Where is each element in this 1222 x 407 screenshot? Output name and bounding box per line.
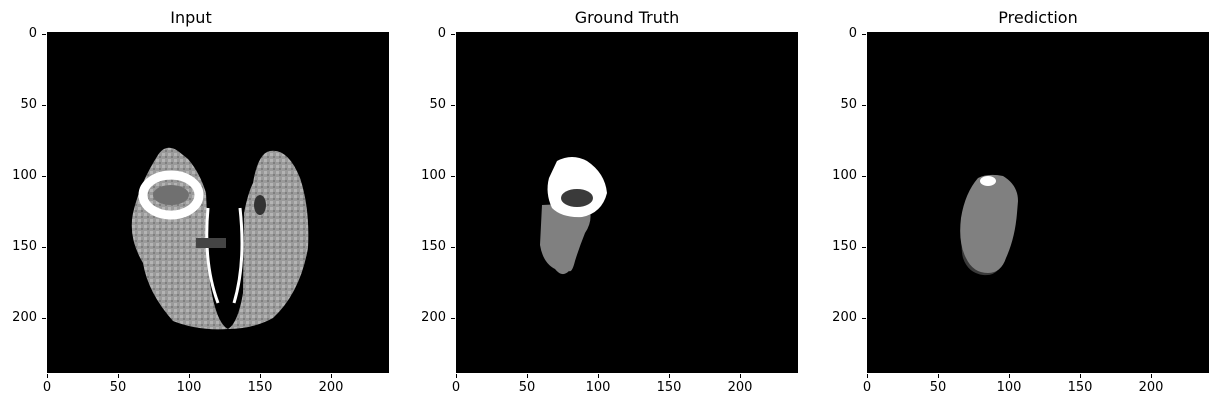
image-axes xyxy=(456,32,798,373)
y-tick: 200 xyxy=(823,310,866,325)
y-tick: 0 xyxy=(3,26,46,41)
x-tick: 100 xyxy=(578,374,618,395)
panel-title: Input xyxy=(170,8,212,27)
x-tick: 150 xyxy=(1060,374,1100,395)
x-tick: 150 xyxy=(649,374,689,395)
y-tick: 0 xyxy=(412,26,455,41)
panel-title: Ground Truth xyxy=(574,8,680,27)
y-tick: 100 xyxy=(823,168,866,183)
x-tick: 0 xyxy=(847,374,887,395)
x-tick: 50 xyxy=(98,374,138,395)
panel-input: Input 0 50 100 150 200 0 50 100 150 200 xyxy=(0,0,400,407)
y-tick: 150 xyxy=(3,239,46,254)
x-tick: 100 xyxy=(989,374,1029,395)
image-axes xyxy=(867,32,1209,373)
y-tick: 100 xyxy=(3,168,46,183)
x-tick: 200 xyxy=(311,374,351,395)
y-tick: 50 xyxy=(412,97,455,112)
x-tick: 0 xyxy=(436,374,476,395)
x-tick: 100 xyxy=(169,374,209,395)
y-tick: 150 xyxy=(823,239,866,254)
x-tick: 0 xyxy=(27,374,67,395)
gt-white-region xyxy=(547,157,607,218)
mri-input-image xyxy=(131,147,309,330)
x-tick: 50 xyxy=(507,374,547,395)
image-axes xyxy=(47,32,389,373)
y-tick: 100 xyxy=(412,168,455,183)
ground-truth-mask xyxy=(540,157,607,275)
pred-gray-region xyxy=(960,174,1018,273)
gt-dark-region xyxy=(561,189,593,207)
y-tick: 50 xyxy=(823,97,866,112)
y-tick: 200 xyxy=(412,310,455,325)
dark-ventricle xyxy=(254,195,266,215)
y-tick: 200 xyxy=(3,310,46,325)
gt-gray-region xyxy=(540,203,591,275)
y-tick: 0 xyxy=(823,26,866,41)
bright-ring xyxy=(138,170,204,220)
y-tick: 150 xyxy=(412,239,455,254)
panel-prediction: Prediction 0 50 100 150 200 0 50 100 150… xyxy=(820,0,1220,407)
x-tick: 200 xyxy=(720,374,760,395)
brain-right-hemisphere xyxy=(228,150,309,329)
panel-title: Prediction xyxy=(998,8,1078,27)
midline-bright xyxy=(205,207,220,304)
x-tick: 150 xyxy=(240,374,280,395)
prediction-mask xyxy=(960,174,1018,276)
dark-core xyxy=(153,185,189,205)
x-tick: 50 xyxy=(918,374,958,395)
pred-white-region xyxy=(980,176,996,186)
x-tick: 200 xyxy=(1131,374,1171,395)
panel-ground-truth: Ground Truth 0 50 100 150 200 0 50 100 1… xyxy=(409,0,809,407)
y-tick: 50 xyxy=(3,97,46,112)
midline-bright-2 xyxy=(232,207,244,304)
